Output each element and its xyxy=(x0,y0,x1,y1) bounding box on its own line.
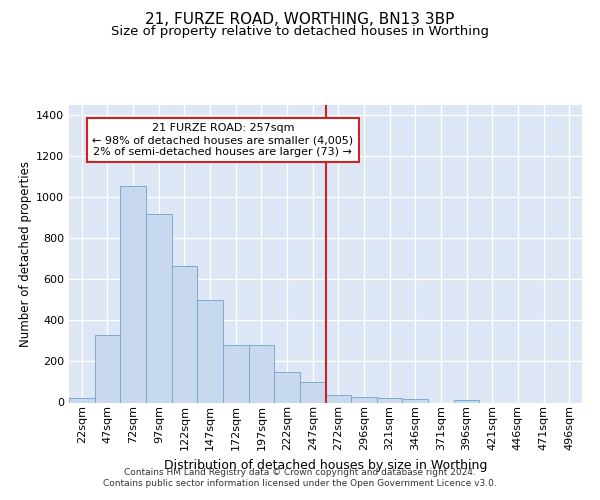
Bar xyxy=(223,345,248,403)
Text: Size of property relative to detached houses in Worthing: Size of property relative to detached ho… xyxy=(111,25,489,38)
Bar xyxy=(454,400,479,402)
Text: Contains HM Land Registry data © Crown copyright and database right 2024.
Contai: Contains HM Land Registry data © Crown c… xyxy=(103,468,497,487)
Bar xyxy=(95,335,121,402)
Text: 21 FURZE ROAD: 257sqm
← 98% of detached houses are smaller (4,005)
2% of semi-de: 21 FURZE ROAD: 257sqm ← 98% of detached … xyxy=(92,124,353,156)
Y-axis label: Number of detached properties: Number of detached properties xyxy=(19,161,32,347)
Bar xyxy=(172,266,197,402)
Bar xyxy=(248,345,274,403)
Bar xyxy=(146,214,172,402)
Bar xyxy=(197,300,223,402)
Bar xyxy=(351,398,377,402)
Bar xyxy=(121,186,146,402)
Bar xyxy=(377,398,403,402)
Bar xyxy=(403,400,428,402)
Bar xyxy=(274,372,300,402)
Bar xyxy=(69,398,95,402)
Bar xyxy=(325,396,351,402)
Text: 21, FURZE ROAD, WORTHING, BN13 3BP: 21, FURZE ROAD, WORTHING, BN13 3BP xyxy=(145,12,455,28)
Bar xyxy=(300,382,325,402)
X-axis label: Distribution of detached houses by size in Worthing: Distribution of detached houses by size … xyxy=(164,458,487,471)
